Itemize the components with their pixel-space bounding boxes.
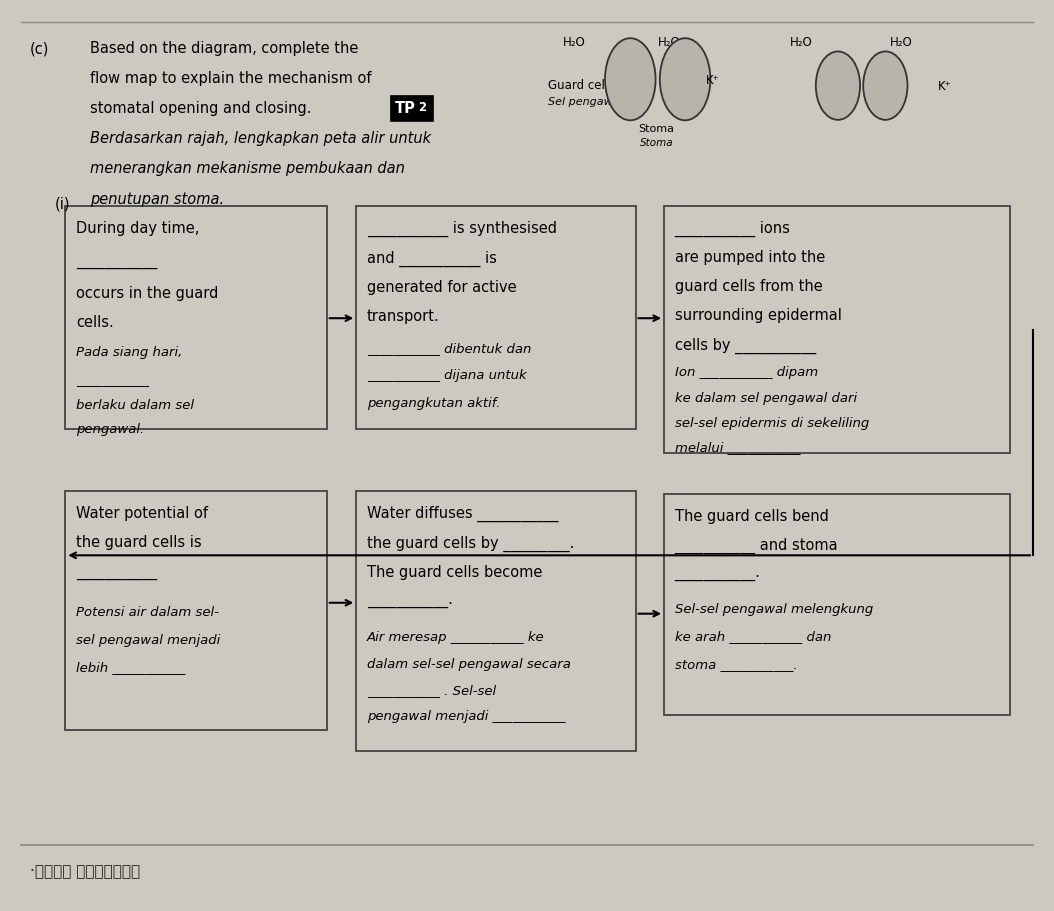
- Text: ___________.: ___________.: [367, 593, 452, 608]
- Text: generated for active: generated for active: [367, 280, 516, 294]
- Text: sel pengawal menjadi: sel pengawal menjadi: [76, 633, 220, 646]
- Text: flow map to explain the mechanism of: flow map to explain the mechanism of: [90, 71, 371, 86]
- Text: ke arah ___________ dan: ke arah ___________ dan: [675, 630, 831, 642]
- Text: menerangkan mekanisme pembukaan dan: menerangkan mekanisme pembukaan dan: [90, 161, 405, 176]
- Ellipse shape: [863, 53, 907, 121]
- Text: pengawal menjadi ___________: pengawal menjadi ___________: [367, 709, 565, 722]
- Text: cells.: cells.: [76, 314, 114, 329]
- Text: ___________ dijana untuk: ___________ dijana untuk: [367, 369, 526, 382]
- FancyBboxPatch shape: [664, 207, 1010, 454]
- Text: K⁺: K⁺: [706, 74, 720, 87]
- Text: surrounding epidermal: surrounding epidermal: [675, 308, 841, 322]
- Text: Potensi air dalam sel-: Potensi air dalam sel-: [76, 606, 219, 619]
- Text: ___________: ___________: [76, 254, 157, 269]
- Text: ke dalam sel pengawal dari: ke dalam sel pengawal dari: [675, 392, 857, 404]
- Text: penutupan stoma.: penutupan stoma.: [90, 191, 223, 206]
- Text: stoma ___________.: stoma ___________.: [675, 657, 797, 670]
- Text: occurs in the guard: occurs in the guard: [76, 286, 218, 301]
- Text: The guard cells bend: The guard cells bend: [675, 508, 828, 523]
- FancyBboxPatch shape: [65, 492, 327, 731]
- Text: Stoma: Stoma: [640, 138, 674, 148]
- Text: H₂O: H₂O: [789, 36, 813, 49]
- Text: Air meresap ___________ ke: Air meresap ___________ ke: [367, 630, 545, 643]
- FancyBboxPatch shape: [65, 207, 327, 430]
- Text: TP: TP: [395, 101, 416, 116]
- FancyBboxPatch shape: [356, 492, 636, 752]
- Text: the guard cells by _________.: the guard cells by _________.: [367, 535, 574, 551]
- Text: berlaku dalam sel: berlaku dalam sel: [76, 398, 194, 411]
- Text: Sel pengawal: Sel pengawal: [548, 97, 623, 107]
- Text: dalam sel-sel pengawal secara: dalam sel-sel pengawal secara: [367, 657, 570, 670]
- Text: H₂O: H₂O: [658, 36, 681, 49]
- Text: Based on the diagram, complete the: Based on the diagram, complete the: [90, 41, 358, 56]
- Text: lebih ___________: lebih ___________: [76, 660, 186, 673]
- Ellipse shape: [660, 39, 710, 121]
- FancyBboxPatch shape: [356, 207, 636, 430]
- Text: Pada siang hari,: Pada siang hari,: [76, 345, 182, 358]
- Text: (i): (i): [55, 196, 71, 210]
- Text: Water diffuses ___________: Water diffuses ___________: [367, 506, 559, 522]
- Text: ___________.: ___________.: [675, 567, 760, 581]
- Text: pengangkutan aktif.: pengangkutan aktif.: [367, 396, 501, 409]
- Text: transport.: transport.: [367, 309, 440, 323]
- Text: (c): (c): [30, 41, 48, 56]
- Text: H₂O: H₂O: [563, 36, 586, 49]
- Text: Guard cell–: Guard cell–: [548, 79, 614, 92]
- Text: stomatal opening and closing.: stomatal opening and closing.: [90, 101, 316, 116]
- Text: pengawal.: pengawal.: [76, 423, 144, 435]
- Text: ___________ and stoma: ___________ and stoma: [675, 537, 838, 554]
- Text: TP: TP: [395, 101, 416, 116]
- Text: cells by ___________: cells by ___________: [675, 337, 816, 353]
- Text: ·生的天赋 孩子教育的典蒙: ·生的天赋 孩子教育的典蒙: [30, 864, 139, 878]
- Text: Sel-sel pengawal melengkung: Sel-sel pengawal melengkung: [675, 602, 873, 615]
- FancyBboxPatch shape: [664, 495, 1010, 715]
- Text: guard cells from the: guard cells from the: [675, 279, 822, 293]
- Text: melalui ___________: melalui ___________: [675, 441, 800, 454]
- Text: Ion ___________ dipam: Ion ___________ dipam: [675, 365, 818, 378]
- Text: sel-sel epidermis di sekeliling: sel-sel epidermis di sekeliling: [675, 416, 868, 429]
- Text: 2: 2: [418, 101, 427, 114]
- Text: ___________ is synthesised: ___________ is synthesised: [367, 220, 557, 237]
- Text: ___________ dibentuk dan: ___________ dibentuk dan: [367, 342, 531, 354]
- Text: and ___________ is: and ___________ is: [367, 251, 496, 267]
- Ellipse shape: [605, 39, 656, 121]
- Text: Water potential of: Water potential of: [76, 506, 208, 520]
- Text: ___________: ___________: [76, 564, 157, 578]
- Ellipse shape: [816, 53, 860, 121]
- Text: Berdasarkan rajah, lengkapkan peta alir untuk: Berdasarkan rajah, lengkapkan peta alir …: [90, 131, 431, 146]
- Text: The guard cells become: The guard cells become: [367, 564, 542, 578]
- Text: ___________: ___________: [76, 374, 149, 386]
- Text: During day time,: During day time,: [76, 220, 199, 235]
- Text: Stoma: Stoma: [639, 124, 675, 134]
- Text: ___________ . Sel-sel: ___________ . Sel-sel: [367, 683, 496, 696]
- Text: the guard cells is: the guard cells is: [76, 535, 201, 549]
- Text: are pumped into the: are pumped into the: [675, 250, 825, 264]
- FancyBboxPatch shape: [391, 97, 433, 122]
- Text: ___________ ions: ___________ ions: [675, 220, 790, 237]
- Text: K⁺: K⁺: [938, 80, 952, 93]
- Text: H₂O: H₂O: [890, 36, 913, 49]
